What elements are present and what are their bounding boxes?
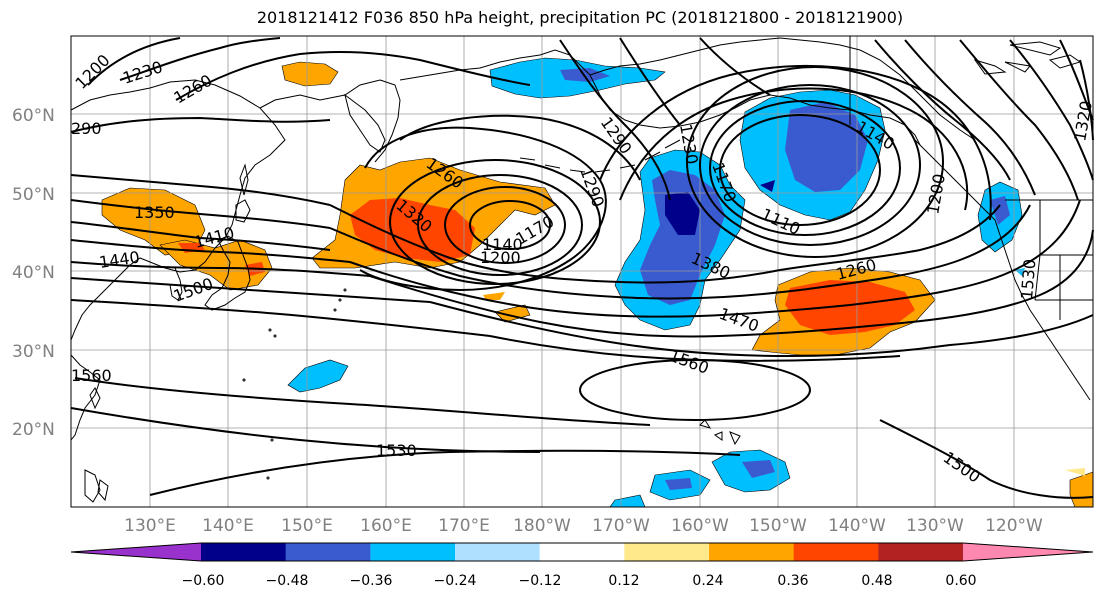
colorbar-segment bbox=[201, 543, 287, 561]
lon-label: 180°W bbox=[513, 516, 571, 536]
colorbar-label: −0.36 bbox=[350, 573, 393, 589]
lon-label: 130°W bbox=[906, 516, 964, 536]
colorbar-label: −0.48 bbox=[266, 573, 309, 589]
lon-label: 140°W bbox=[828, 516, 886, 536]
colorbar-segment bbox=[370, 543, 456, 561]
lon-label: 160°E bbox=[360, 516, 412, 536]
colorbar-segment bbox=[455, 543, 541, 561]
latitude-labels: 20°N 30°N 40°N 50°N 60°N bbox=[12, 106, 55, 440]
height-contours bbox=[70, 37, 1094, 499]
lon-label: 140°E bbox=[202, 516, 254, 536]
lon-label: 150°W bbox=[749, 516, 807, 536]
colorbar-label: −0.24 bbox=[434, 573, 477, 589]
contour-label: 1200 bbox=[480, 248, 521, 267]
contour-label: 1140 bbox=[482, 235, 523, 254]
colorbar-segment bbox=[624, 543, 710, 561]
colorbar-label: −0.12 bbox=[519, 573, 562, 589]
colorbar-segment bbox=[709, 543, 795, 561]
lat-label: 20°N bbox=[12, 420, 55, 440]
colorbar-label: 0.12 bbox=[608, 573, 639, 589]
colorbar-label: 0.24 bbox=[692, 573, 723, 589]
lon-label: 160°W bbox=[671, 516, 729, 536]
lat-label: 60°N bbox=[12, 106, 55, 126]
lon-label: 150°E bbox=[281, 516, 333, 536]
contour-label: 1530 bbox=[376, 441, 417, 460]
lon-label: 170°W bbox=[592, 516, 650, 536]
lat-label: 50°N bbox=[12, 185, 55, 205]
longitude-labels: 130°E 140°E 150°E 160°E 170°E 180°W 170°… bbox=[124, 516, 1043, 536]
lon-label: 130°E bbox=[124, 516, 176, 536]
colorbar-segments bbox=[70, 542, 1094, 562]
colorbar-segment bbox=[793, 543, 879, 561]
colorbar: −0.60 −0.48 −0.36 −0.24 −0.12 0.12 0.24 … bbox=[70, 542, 1094, 589]
colorbar-segment bbox=[539, 543, 625, 561]
lon-label: 120°W bbox=[985, 516, 1043, 536]
map-plot-area: 1200 1230 1260 290 1350 1410 1440 1500 1… bbox=[70, 35, 1096, 508]
lat-label: 30°N bbox=[12, 342, 55, 362]
contour-label: 1530 bbox=[1017, 258, 1039, 300]
contour-label: 290 bbox=[71, 119, 102, 138]
colorbar-segment bbox=[285, 543, 371, 561]
figure-title: 2018121412 F036 850 hPa height, precipit… bbox=[256, 8, 904, 27]
colorbar-segment bbox=[71, 543, 201, 561]
colorbar-segment bbox=[878, 543, 964, 561]
colorbar-labels: −0.60 −0.48 −0.36 −0.24 −0.12 0.12 0.24 … bbox=[182, 573, 977, 589]
lon-label: 170°E bbox=[438, 516, 490, 536]
colorbar-outline bbox=[70, 542, 1094, 562]
colorbar-label: 0.48 bbox=[861, 573, 892, 589]
contour-label: 1560 bbox=[71, 366, 112, 385]
colorbar-label: 0.36 bbox=[777, 573, 808, 589]
contour-label: 1350 bbox=[134, 203, 175, 222]
lat-label: 40°N bbox=[12, 263, 55, 283]
colorbar-label: 0.60 bbox=[945, 573, 976, 589]
colorbar-segment bbox=[963, 543, 1093, 561]
colorbar-label: −0.60 bbox=[182, 573, 225, 589]
